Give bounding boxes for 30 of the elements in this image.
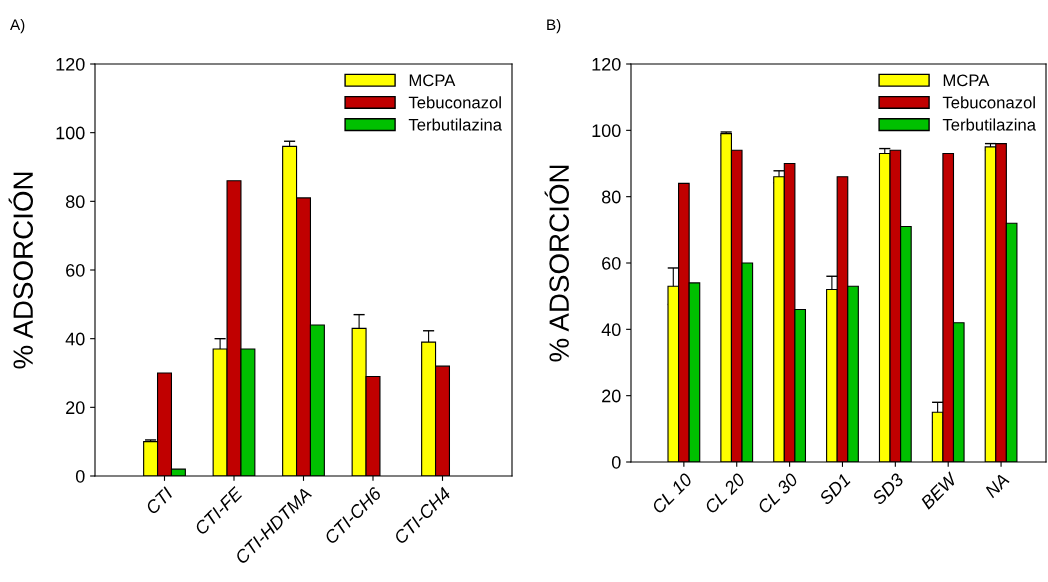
y-axis-title: % ADSORCIÓN (544, 165, 569, 362)
x-tick-label: NA (984, 472, 1010, 499)
y-tick-label: 80 (65, 195, 85, 209)
legend-label: Terbutilazina (942, 118, 1036, 131)
chart-title: B) (547, 18, 561, 34)
x-tick-label: CTI (144, 486, 174, 515)
y-tick-label: 20 (66, 401, 85, 415)
y-tick-label: 0 (75, 469, 85, 483)
x-tick-label: CL 30 (756, 472, 799, 515)
y-tick-label: 40 (601, 323, 621, 337)
y-tick-label: 120 (56, 57, 85, 71)
y-tick-label: 40 (65, 332, 85, 346)
y-tick-label: 120 (592, 57, 621, 71)
y-tick-label: 60 (66, 263, 85, 277)
legend-label: MCPA (943, 74, 990, 87)
x-tick-label: SD1 (818, 473, 851, 506)
y-tick-label: 100 (592, 124, 621, 138)
legend-label: MCPA (409, 74, 456, 87)
y-axis-title: % ADSORCIÓN (8, 172, 33, 369)
y-tick-label: 20 (602, 389, 621, 403)
legend-label: Terbutilazina (408, 118, 502, 131)
y-tick-label: 0 (611, 455, 621, 469)
y-tick-label: 80 (601, 190, 621, 204)
x-tick-label: CL 10 (651, 472, 694, 515)
legend-label: Tebuconazol (408, 96, 501, 109)
legend-label: Tebuconazol (942, 96, 1035, 109)
x-tick-label: CL 20 (703, 472, 747, 515)
y-tick-label: 100 (56, 126, 85, 140)
chart-title: A) (10, 18, 25, 34)
y-tick-label: 60 (602, 256, 621, 270)
